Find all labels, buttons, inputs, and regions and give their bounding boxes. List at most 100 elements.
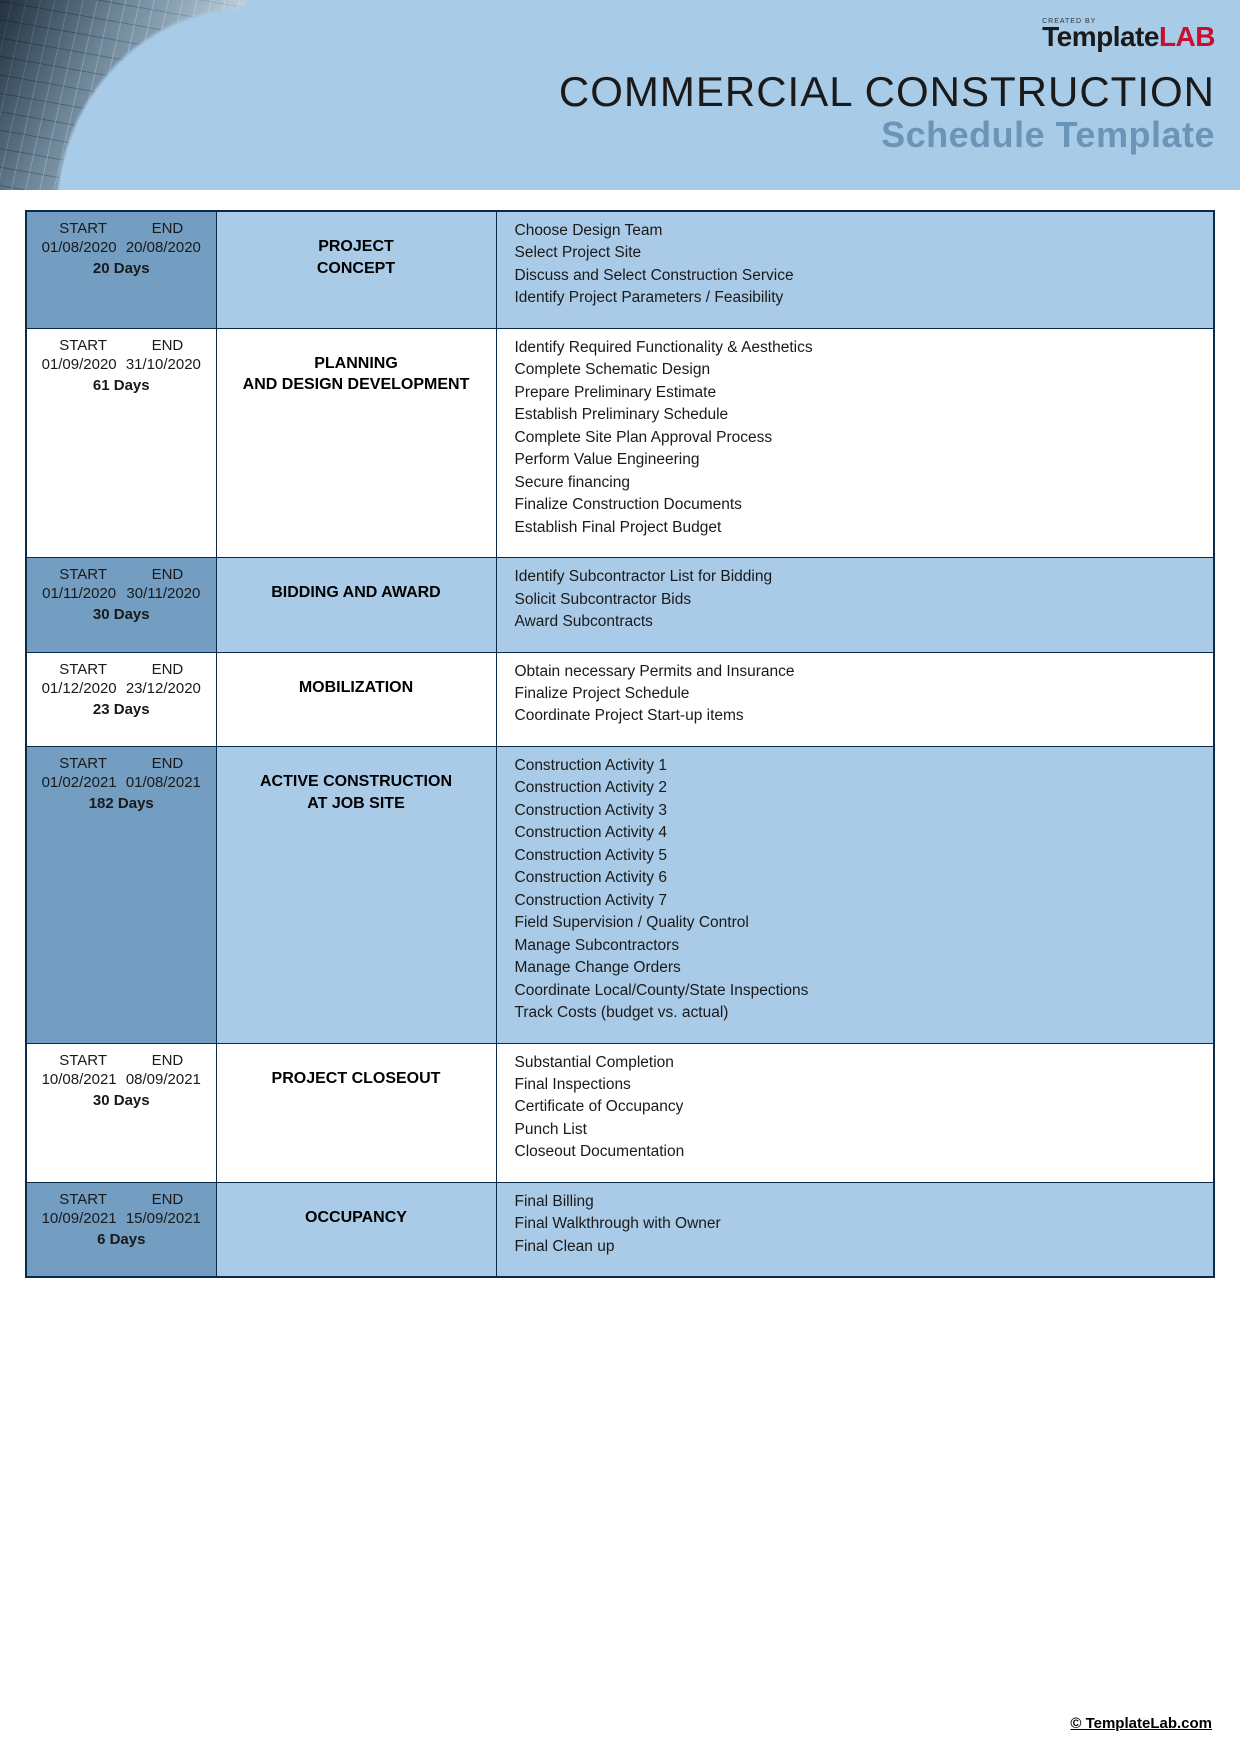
phase-name-cell: MOBILIZATION xyxy=(216,652,496,746)
end-date: 23/12/2020 xyxy=(126,680,201,697)
task-item: Construction Activity 5 xyxy=(515,845,1204,867)
dates-cell: STARTEND01/09/202031/10/202061 Days xyxy=(26,328,216,557)
building-image xyxy=(0,0,246,190)
tasks-cell: Identify Required Functionality & Aesthe… xyxy=(496,328,1214,557)
task-item: Identify Project Parameters / Feasibilit… xyxy=(515,287,1204,309)
task-item: Punch List xyxy=(515,1119,1204,1141)
task-item: Award Subcontracts xyxy=(515,611,1204,633)
date-values: 01/08/2020 20/08/2020 xyxy=(37,239,206,256)
date-values: 01/12/202023/12/2020 xyxy=(37,680,206,697)
start-label: START xyxy=(59,661,107,678)
tasks-cell: Substantial CompletionFinal InspectionsC… xyxy=(496,1043,1214,1182)
footer-credit: © TemplateLab.com xyxy=(1070,1715,1212,1732)
start-date: 01/11/2020 xyxy=(42,585,116,602)
task-item: Establish Final Project Budget xyxy=(515,517,1204,539)
task-item: Construction Activity 4 xyxy=(515,822,1204,844)
phase-row: STARTEND01/08/202020/08/202020 DaysPROJE… xyxy=(26,211,1214,328)
task-item: Field Supervision / Quality Control xyxy=(515,912,1204,934)
task-item: Construction Activity 1 xyxy=(515,755,1204,777)
task-item: Construction Activity 2 xyxy=(515,777,1204,799)
task-item: Solicit Subcontractor Bids xyxy=(515,589,1204,611)
end-label: END xyxy=(152,755,184,772)
end-date: 08/09/2021 xyxy=(126,1071,201,1088)
task-item: Perform Value Engineering xyxy=(515,449,1204,471)
task-item: Track Costs (budget vs. actual) xyxy=(515,1002,1204,1024)
phase-name: BIDDING AND AWARD xyxy=(227,582,486,604)
duration-days: 30 Days xyxy=(37,606,206,623)
duration-days: 6 Days xyxy=(37,1231,206,1248)
schedule-table: START END 01/08/2020 20/08/2020 20 Days PROJE… xyxy=(25,210,1215,1278)
brand-name-a: Template xyxy=(1042,21,1159,52)
duration-days: 30 Days xyxy=(37,1092,206,1109)
phase-name: PROJECT CONCEPT xyxy=(227,236,486,279)
dates-cell: START END 10/08/2021 08/09/2021 30 Days xyxy=(26,1043,216,1182)
date-headers: START END xyxy=(37,1052,206,1069)
task-item: Construction Activity 6 xyxy=(515,867,1204,889)
phase-name-cell: OCCUPANCY xyxy=(216,1182,496,1277)
task-item: Construction Activity 7 xyxy=(515,890,1204,912)
phase-row: STARTEND01/02/202101/08/2021182 Days ACTI… xyxy=(26,746,1214,1043)
phase-name-cell: PLANNING AND DESIGN DEVELOPMENT xyxy=(216,328,496,557)
dates-cell: STARTEND01/08/202020/08/202020 Days xyxy=(26,211,216,328)
phase-name: PROJECT CLOSEOUT xyxy=(227,1068,486,1090)
task-item: Complete Schematic Design xyxy=(515,359,1204,381)
start-date: 10/08/2021 xyxy=(42,1071,117,1088)
task-item: Secure financing xyxy=(515,472,1204,494)
date-values: 01/09/202031/10/2020 xyxy=(37,356,206,373)
date-headers: STARTEND xyxy=(37,1191,206,1208)
task-item: Final Walkthrough with Owner xyxy=(515,1213,1204,1235)
task-item: Manage Change Orders xyxy=(515,957,1204,979)
phase-row: START END 10/08/2021 08/09/2021 30 Days PROJE… xyxy=(26,1043,1214,1182)
dates-cell: STARTEND 01/11/2020 30/11/2020 30 Days xyxy=(26,558,216,652)
task-item: Final Inspections xyxy=(515,1074,1204,1096)
task-item: Select Project Site xyxy=(515,242,1204,264)
start-label: START xyxy=(59,1052,107,1069)
task-item: Final Clean up xyxy=(515,1236,1204,1258)
end-label: END xyxy=(152,566,184,583)
duration-days: 23 Days xyxy=(37,701,206,718)
task-item: Substantial Completion xyxy=(515,1052,1204,1074)
end-label: END xyxy=(152,661,184,678)
end-date: 20/08/2020 xyxy=(126,239,201,256)
tasks-cell: Construction Activity 1Construction Acti… xyxy=(496,746,1214,1043)
schedule-table-wrap: START END 01/08/2020 20/08/2020 20 Days PROJE… xyxy=(0,190,1240,1278)
task-item: Construction Activity 3 xyxy=(515,800,1204,822)
duration-days: 20 Days xyxy=(37,260,206,277)
task-item: Establish Preliminary Schedule xyxy=(515,404,1204,426)
date-values: 01/11/2020 30/11/2020 xyxy=(37,585,206,602)
tasks-cell: Final BillingFinal Walkthrough with Owne… xyxy=(496,1182,1214,1277)
date-headers: STARTEND xyxy=(37,566,206,583)
start-date: 01/08/2020 xyxy=(42,239,117,256)
end-label: END xyxy=(152,1052,184,1069)
task-item: Certificate of Occupancy xyxy=(515,1096,1204,1118)
task-item: Choose Design Team xyxy=(515,220,1204,242)
phase-name-cell: PROJECT CLOSEOUT xyxy=(216,1043,496,1182)
brand-logo: CREATED BY TemplateLAB xyxy=(1042,18,1215,51)
phase-name-cell: BIDDING AND AWARD xyxy=(216,558,496,652)
end-date: 30/11/2020 xyxy=(126,585,200,602)
phase-row: STARTEND 01/11/2020 30/11/2020 30 Days BIDDI… xyxy=(26,558,1214,652)
end-label: END xyxy=(152,220,184,237)
date-headers: START END xyxy=(37,661,206,678)
date-values: 10/08/2021 08/09/2021 xyxy=(37,1071,206,1088)
title-block: COMMERCIAL CONSTRUCTION Schedule Templat… xyxy=(559,68,1215,156)
task-item: Obtain necessary Permits and Insurance xyxy=(515,661,1204,683)
phase-name-cell: PROJECT CONCEPT xyxy=(216,211,496,328)
phase-row: START END 01/12/202023/12/2020 23 Days MOBIL… xyxy=(26,652,1214,746)
task-item: Identify Required Functionality & Aesthe… xyxy=(515,337,1204,359)
task-item: Manage Subcontractors xyxy=(515,935,1204,957)
dates-cell: STARTEND01/02/202101/08/2021182 Days xyxy=(26,746,216,1043)
task-item: Complete Site Plan Approval Process xyxy=(515,427,1204,449)
dates-cell: STARTEND 10/09/202115/09/2021 6 Days xyxy=(26,1182,216,1277)
end-date: 31/10/2020 xyxy=(126,356,201,373)
schedule-body: START END 01/08/2020 20/08/2020 20 Days PROJE… xyxy=(26,211,1214,1277)
phase-row: STARTEND 10/09/202115/09/2021 6 Days OCCUPA… xyxy=(26,1182,1214,1277)
phase-name: ACTIVE CONSTRUCTION AT JOB SITE xyxy=(227,771,486,814)
tasks-cell: Identify Subcontractor List for BiddingS… xyxy=(496,558,1214,652)
task-item: Prepare Preliminary Estimate xyxy=(515,382,1204,404)
phase-name: PLANNING AND DESIGN DEVELOPMENT xyxy=(227,353,486,396)
start-label: START xyxy=(59,337,107,354)
end-date: 01/08/2021 xyxy=(126,774,201,791)
date-values: 10/09/202115/09/2021 xyxy=(37,1210,206,1227)
date-headers: STARTEND xyxy=(37,755,206,772)
